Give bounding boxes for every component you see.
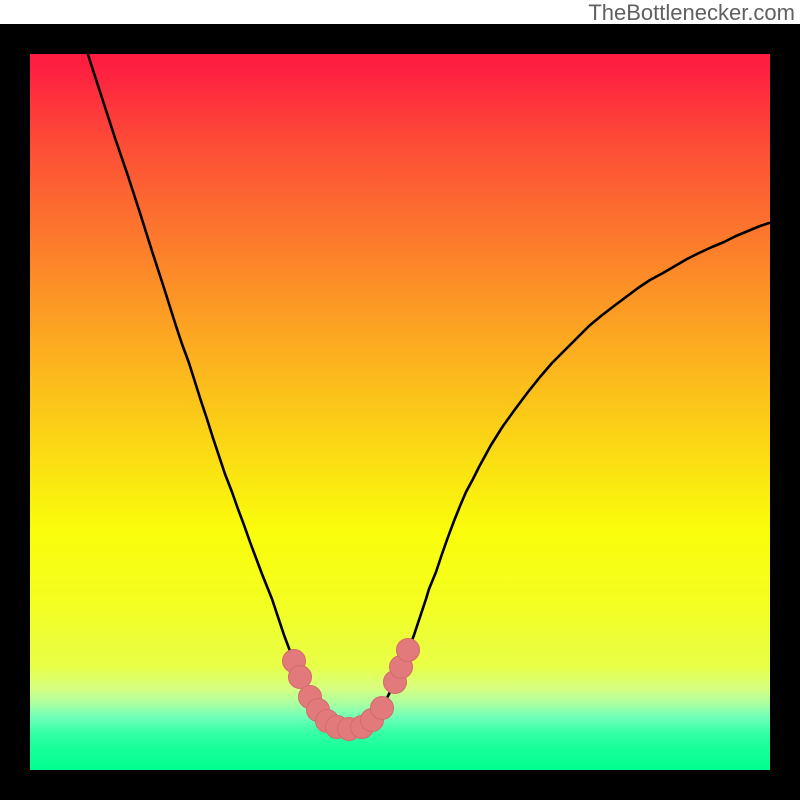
data-marker bbox=[396, 638, 420, 662]
watermark-text: TheBottlenecker.com bbox=[588, 0, 795, 26]
data-marker bbox=[370, 696, 394, 720]
figure-root: TheBottlenecker.com bbox=[0, 0, 800, 800]
